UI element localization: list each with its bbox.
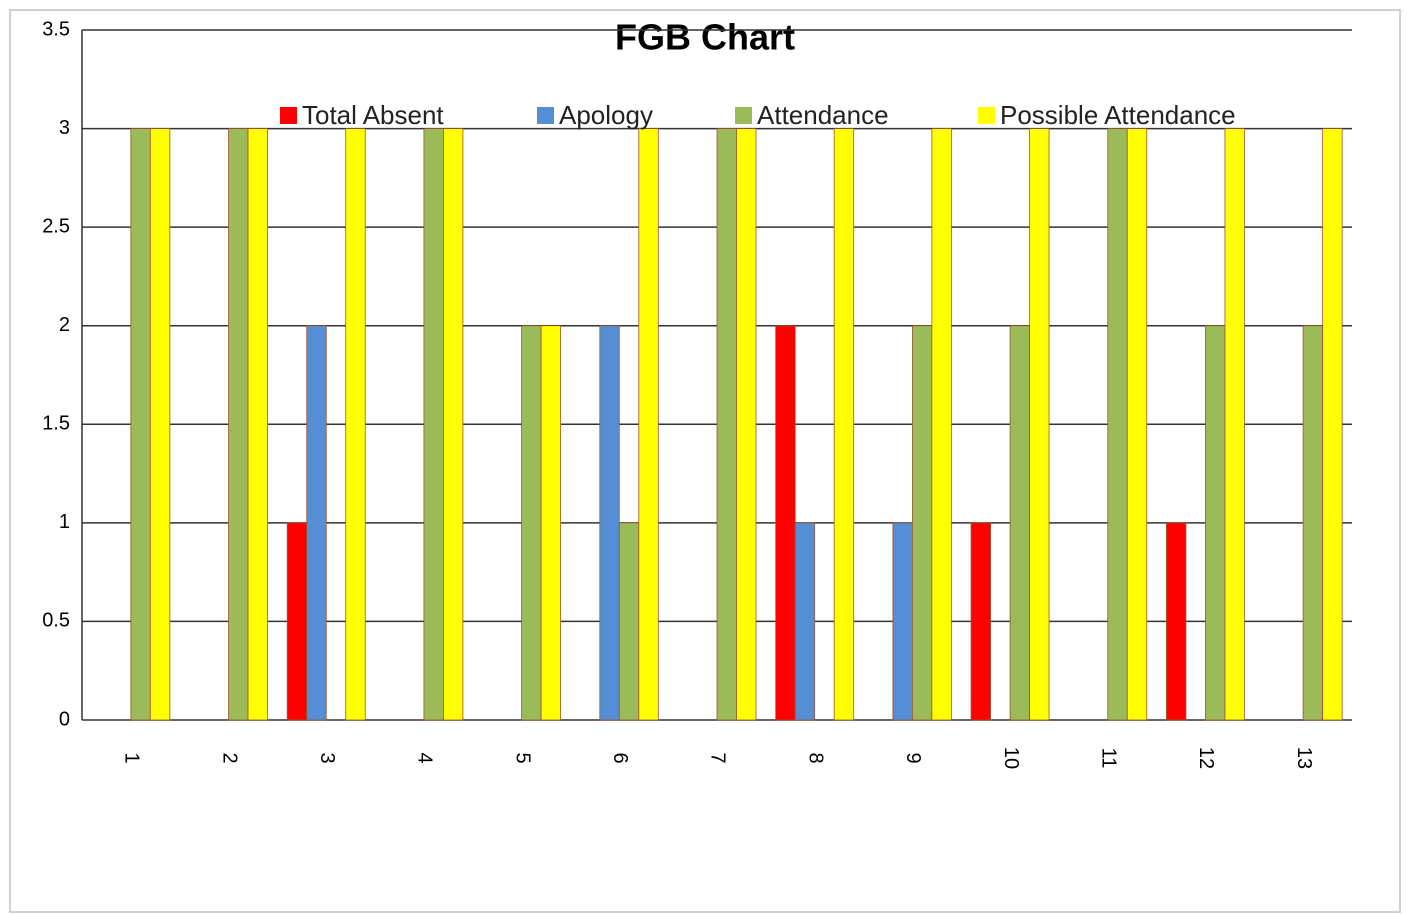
legend-label: Attendance [757, 100, 889, 130]
legend-swatch [280, 107, 297, 124]
bar [540, 325, 562, 721]
bar [1029, 128, 1050, 721]
bar [794, 522, 816, 721]
y-tick-label: 1.5 [42, 413, 70, 435]
legend-label: Possible Attendance [1000, 100, 1236, 130]
bar [775, 325, 796, 721]
bar [599, 325, 620, 721]
y-tick-label: 0.5 [42, 610, 70, 632]
bar [618, 522, 640, 721]
bar [892, 522, 913, 721]
y-tick-label: 3 [59, 117, 70, 139]
bar [423, 128, 444, 721]
bar [931, 128, 952, 721]
bar [286, 522, 308, 721]
legend-label: Apology [559, 100, 653, 130]
bar [247, 128, 268, 721]
x-tick-label: 1 [121, 752, 143, 763]
chart-border [9, 9, 1401, 913]
bar [833, 128, 855, 721]
x-tick-label: 5 [511, 752, 533, 763]
x-tick-label: 6 [609, 752, 631, 763]
bar [345, 128, 366, 721]
bar [1205, 325, 1226, 721]
bar [149, 128, 171, 721]
bar [911, 325, 933, 721]
x-tick-label: 12 [1195, 747, 1217, 769]
legend-swatch [537, 107, 554, 124]
bar [736, 128, 757, 721]
y-tick-label: 2.5 [42, 215, 70, 237]
bar [443, 128, 464, 721]
bar [1224, 128, 1245, 721]
bar [521, 325, 542, 721]
x-tick-label: 3 [316, 752, 338, 763]
bar [638, 128, 659, 721]
bar [1009, 325, 1030, 721]
x-tick-label: 8 [804, 752, 826, 763]
y-tick-label: 2 [59, 314, 70, 336]
bar [1302, 325, 1324, 721]
bar [130, 128, 151, 721]
x-tick-label: 9 [902, 752, 924, 763]
y-tick-label: 0 [59, 708, 70, 730]
bar [1126, 128, 1148, 721]
bar [1107, 128, 1128, 721]
x-tick-label: 2 [218, 752, 240, 763]
legend-swatch [735, 107, 752, 124]
legend-swatch [978, 107, 995, 124]
bar [970, 522, 991, 721]
y-tick-label: 3.5 [42, 18, 70, 40]
chart-title: FGB Chart [615, 17, 795, 58]
y-tick-label: 1 [59, 511, 70, 533]
x-tick-label: 13 [1293, 747, 1315, 769]
x-tick-label: 10 [1000, 747, 1022, 769]
x-tick-label: 4 [414, 752, 436, 763]
bar [1322, 128, 1343, 721]
x-tick-label: 7 [707, 752, 729, 763]
bar [228, 128, 249, 721]
legend-label: Total Absent [302, 100, 444, 130]
bar [1166, 522, 1187, 721]
bar [306, 325, 327, 721]
bar [716, 128, 737, 721]
x-tick-label: 11 [1097, 748, 1119, 769]
